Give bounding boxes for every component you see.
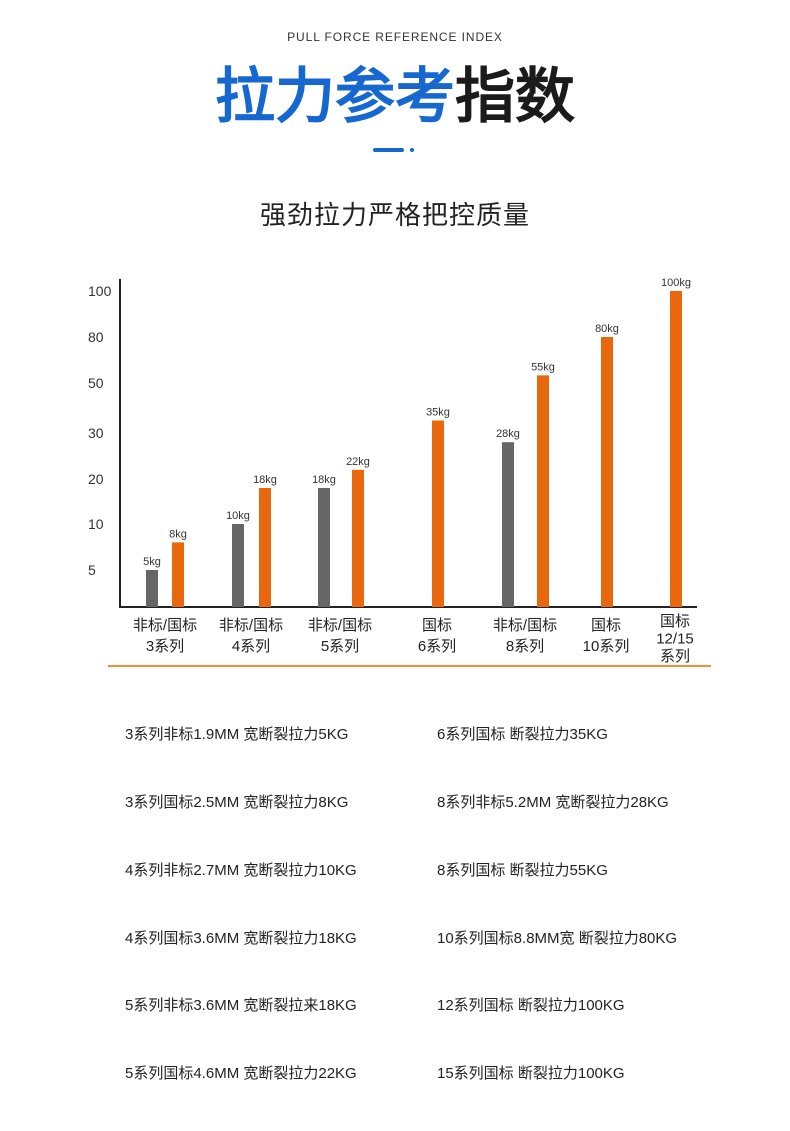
bar-national-standard xyxy=(172,542,184,607)
bar-national-standard xyxy=(537,375,549,607)
page-title: 拉力参考指数 xyxy=(0,62,790,132)
spec-item: 4系列非标2.7MM 宽断裂拉力10KG xyxy=(125,861,357,879)
spec-item: 5系列非标3.6MM 宽断裂拉来18KG xyxy=(125,997,357,1015)
bar-value-label: 22kg xyxy=(346,456,370,468)
y-tick-label: 5 xyxy=(88,562,96,578)
bar-national-standard xyxy=(601,337,613,607)
y-tick-label: 100 xyxy=(88,283,112,299)
x-category-label: 12/15 xyxy=(656,631,694,648)
x-category-label: 非标/国标 xyxy=(308,617,372,634)
bar-value-label: 35kg xyxy=(426,407,450,419)
bar-value-label: 28kg xyxy=(496,428,520,440)
bar-value-label: 5kg xyxy=(143,556,161,568)
x-category-label: 5系列 xyxy=(321,638,359,655)
x-category-label: 系列 xyxy=(660,648,690,665)
y-tick-label: 50 xyxy=(88,375,104,391)
orange-divider xyxy=(108,665,711,667)
y-tick-label: 10 xyxy=(88,516,104,532)
x-category-label: 3系列 xyxy=(146,638,184,655)
spec-item: 12系列国标 断裂拉力100KG xyxy=(437,997,625,1015)
spec-item: 15系列国标 断裂拉力100KG xyxy=(437,1065,625,1083)
page-title-blue-part: 拉力参考 xyxy=(215,63,455,130)
bar-value-label: 18kg xyxy=(312,474,336,486)
x-category-label: 国标 xyxy=(591,617,621,634)
spec-item: 8系列国标 断裂拉力55KG xyxy=(437,861,608,879)
english-subtitle: PULL FORCE REFERENCE INDEX xyxy=(287,30,503,44)
bar-non-standard xyxy=(146,570,158,607)
x-category-label: 非标/国标 xyxy=(219,617,283,634)
spec-item: 4系列国标3.6MM 宽断裂拉力18KG xyxy=(125,929,357,947)
tagline: 强劲拉力严格把控质量 xyxy=(259,200,530,230)
bar-value-label: 18kg xyxy=(253,474,277,486)
y-tick-label: 20 xyxy=(88,471,104,487)
spec-item: 10系列国标8.8MM宽 断裂拉力80KG xyxy=(437,929,678,947)
spec-item: 6系列国标 断裂拉力35KG xyxy=(437,726,608,744)
spec-item: 5系列国标4.6MM 宽断裂拉力22KG xyxy=(125,1065,357,1083)
x-category-label: 10系列 xyxy=(583,638,630,655)
title-underline-dash xyxy=(373,148,404,152)
spec-item: 3系列非标1.9MM 宽断裂拉力5KG xyxy=(125,726,349,744)
x-category-label: 国标 xyxy=(422,617,452,634)
bar-national-standard xyxy=(670,291,682,607)
x-category-label: 8系列 xyxy=(506,638,544,655)
bar-national-standard xyxy=(352,469,364,607)
y-tick-label: 80 xyxy=(88,329,104,345)
x-category-label: 非标/国标 xyxy=(493,617,557,634)
bar-value-label: 8kg xyxy=(169,528,187,540)
spec-item: 3系列国标2.5MM 宽断裂拉力8KG xyxy=(125,793,349,811)
bar-value-label: 10kg xyxy=(226,510,250,522)
page-title-dark-part: 指数 xyxy=(455,63,575,130)
spec-list-left: 3系列非标1.9MM 宽断裂拉力5KG 3系列国标2.5MM 宽断裂拉力8KG … xyxy=(125,679,357,1131)
x-category-label: 国标 xyxy=(660,613,690,630)
bar-non-standard xyxy=(318,488,330,607)
spec-item: 8系列非标5.2MM 宽断裂拉力28KG xyxy=(437,793,669,811)
x-category-label: 6系列 xyxy=(418,638,456,655)
bar-non-standard xyxy=(502,442,514,607)
y-tick-label: 30 xyxy=(88,425,104,441)
spec-list-right: 6系列国标 断裂拉力35KG 8系列非标5.2MM 宽断裂拉力28KG 8系列国… xyxy=(437,679,677,1131)
bar-non-standard xyxy=(232,524,244,607)
bar-value-label: 100kg xyxy=(661,277,691,289)
bar-value-label: 80kg xyxy=(595,323,619,335)
x-category-label: 非标/国标 xyxy=(133,617,197,634)
bar-national-standard xyxy=(259,488,271,607)
bar-value-label: 55kg xyxy=(531,361,555,373)
title-underline-dot xyxy=(410,148,414,152)
x-category-label: 4系列 xyxy=(232,638,270,655)
bar-national-standard xyxy=(432,420,444,607)
